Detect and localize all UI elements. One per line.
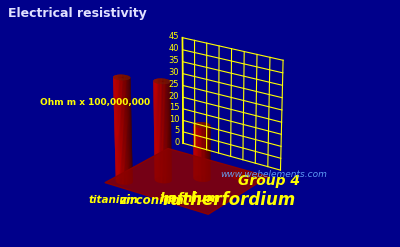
Text: Electrical resistivity: Electrical resistivity <box>8 7 147 21</box>
